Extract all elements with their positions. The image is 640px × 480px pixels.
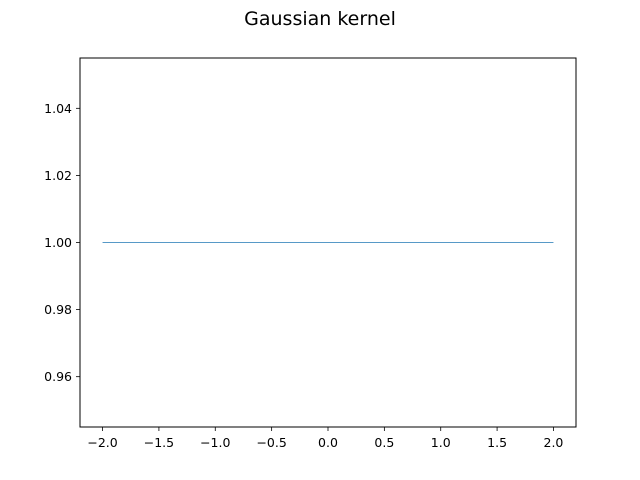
chart-title: Gaussian kernel	[244, 8, 396, 30]
y-tick-label: 1.04	[44, 101, 72, 116]
x-tick-label: −1.0	[200, 435, 230, 450]
y-tick-label: 0.98	[44, 302, 72, 317]
y-tick-label: 1.00	[44, 235, 72, 250]
x-tick-label: 2.0	[544, 435, 564, 450]
x-tick-label: −0.5	[256, 435, 286, 450]
y-tick-label: 1.02	[44, 168, 72, 183]
x-tick-label: −2.0	[87, 435, 117, 450]
y-tick-label: 0.96	[44, 369, 72, 384]
x-tick-label: 1.5	[487, 435, 507, 450]
x-tick-label: −1.5	[144, 435, 174, 450]
x-tick-label: 0.5	[374, 435, 394, 450]
x-tick-label: 0.0	[318, 435, 338, 450]
x-axis: −2.0 −1.5 −1.0 −0.5 0.0 0.5 1.0 1.5 2.0	[87, 427, 563, 450]
x-tick-label: 1.0	[431, 435, 451, 450]
y-axis: 0.96 0.98 1.00 1.02 1.04	[44, 101, 80, 384]
